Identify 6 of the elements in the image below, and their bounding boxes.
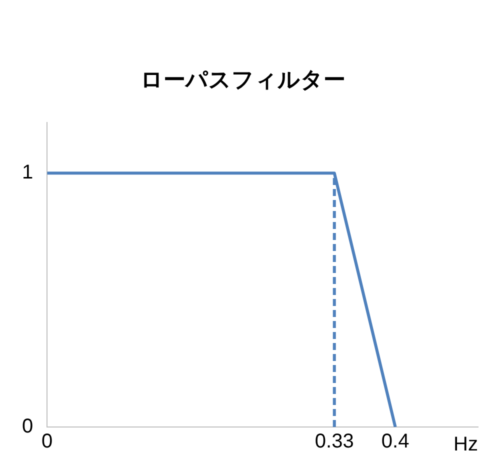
x-tick-label: 0.33	[314, 430, 354, 453]
chart-title: ローパスフィルター	[140, 68, 346, 93]
x-tick-label: 0	[42, 430, 53, 453]
y-tick-label: 1	[22, 162, 34, 184]
x-axis-title: Hz	[454, 434, 478, 456]
x-tick-label: 0.4	[381, 430, 410, 453]
